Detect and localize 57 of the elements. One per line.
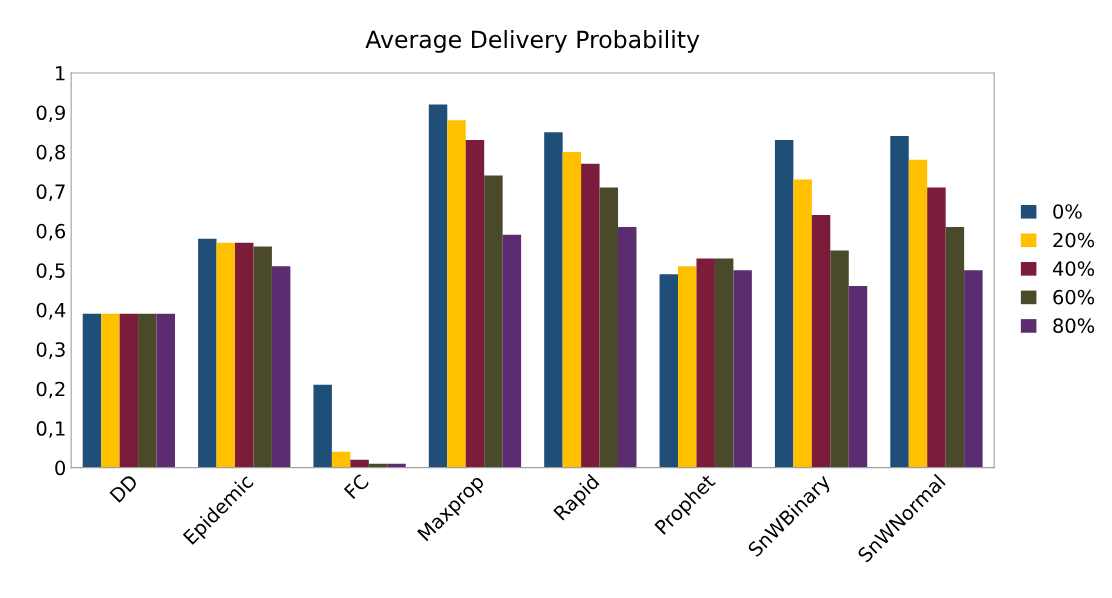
y-tick-label: 0,1 [36,421,65,438]
y-tick-label: 0,9 [36,105,65,123]
bar [447,120,466,468]
bar [156,313,175,468]
bar [544,132,563,468]
bar [811,215,831,468]
y-tick-label: 0,6 [36,223,66,241]
y-tick-label: 0,7 [36,184,65,202]
legend-label: 80% [1053,318,1095,334]
bar [696,258,715,468]
bar [964,270,983,468]
y-tick-label: 0,3 [36,342,65,359]
bar [465,140,485,468]
y-tick-label: 0,2 [36,381,65,399]
y-tick-label: 0,8 [36,144,65,162]
bar [678,266,697,468]
bar [271,266,291,468]
bar [659,274,679,468]
bar [313,384,332,468]
bar [101,313,120,468]
bar [714,258,734,468]
bar [618,226,637,468]
bar [581,163,600,468]
legend-label: 60% [1053,289,1095,305]
y-tick-label: 0,5 [36,263,65,280]
x-tick-label: FC [343,473,370,500]
bar [216,242,235,468]
legend-label: 0% [1053,204,1082,219]
bar [733,270,752,468]
bar [793,179,812,468]
bar [198,238,217,468]
bar [562,151,582,468]
bar [502,234,522,468]
bar [484,175,503,468]
y-tick-label: 1 [56,66,65,81]
bar [331,451,351,468]
bar [945,226,965,468]
bar [927,187,946,468]
bar [599,187,619,468]
bar [253,246,272,468]
bar [119,313,139,468]
bar [908,159,928,468]
bar [234,242,254,468]
y-tick-label: 0,4 [36,302,66,320]
y-tick-label: 0 [55,460,66,476]
bar [774,140,794,468]
chart-title: Average Delivery Probability [365,30,700,53]
bar [350,459,369,468]
bar [82,313,102,468]
bar [428,104,448,468]
bar [830,250,849,468]
bar [848,286,868,468]
legend-label: 40% [1052,261,1095,276]
bar [138,313,157,468]
legend-label: 20% [1053,232,1095,248]
x-tick-label: DD [109,473,139,503]
bar [890,136,909,468]
